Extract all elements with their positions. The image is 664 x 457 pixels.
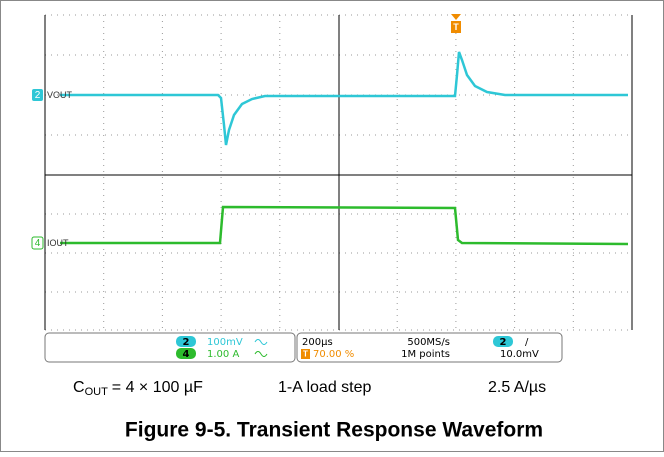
record-length: 1M points [401,349,450,360]
ch2-scale: 100mV [207,337,243,348]
cout-condition: COUT = 4 × 100 µF [73,379,203,398]
timebase: 200µs [302,337,333,348]
trigger-box [451,21,461,33]
cout-value: = 4 × 100 µF [112,379,203,396]
trigger-marker: T [453,22,459,32]
slew-rate: 2.5 A/µs [488,379,546,396]
load-step: 1-A load step [278,379,372,396]
ch2-badge-id: 2 [183,337,190,348]
trigger-pos-marker: T [303,350,308,359]
trigger-source: 2 [500,337,507,348]
trigger-arrow [451,14,461,20]
ch4-coupling-icon [254,351,268,357]
trigger-pos-icon [301,349,310,359]
ch4-marker [31,236,44,250]
ch2-marker [32,89,43,101]
ch2-coupling-icon [254,339,268,345]
ch2-id: 2 [35,90,41,101]
sample-rate: 500MS/s [407,337,450,348]
ch2-label: VOUT [47,90,73,100]
vout-trace [60,51,628,146]
figure-caption: Figure 9-5. Transient Response Waveform [125,419,543,442]
ch4-badge [176,348,196,359]
readout-channels [44,332,296,363]
trigger-source-badge [493,336,513,347]
ch4-label: IOUT [47,238,69,248]
ch4-badge-id: 4 [183,349,190,360]
ch4-scale: 1.00 A [207,349,239,360]
trigger-position: 70.00 % [313,349,354,360]
cout-symbol: C [73,379,85,396]
cout-subscript: OUT [85,386,109,398]
ch2-badge [176,336,196,347]
ch4-id: 4 [35,238,41,249]
trigger-slope: / [525,337,529,348]
iout-trace [60,205,629,246]
trigger-level: 10.0mV [500,349,539,360]
